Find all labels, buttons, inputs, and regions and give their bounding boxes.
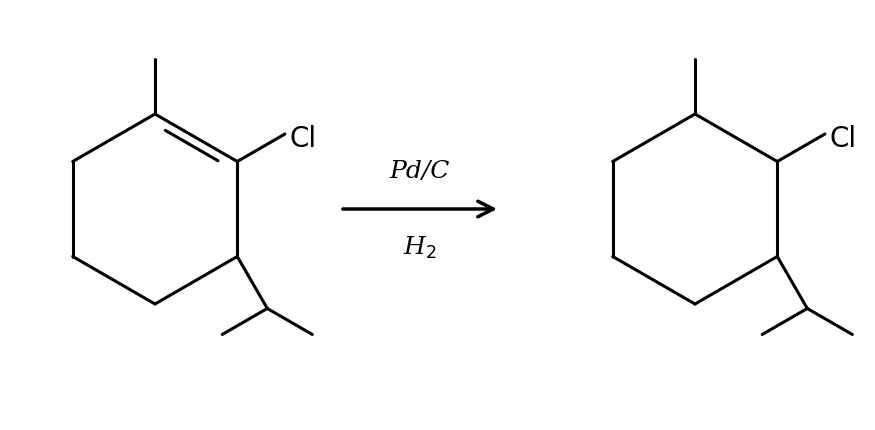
Text: Cl: Cl xyxy=(290,125,317,153)
Text: Pd/C: Pd/C xyxy=(390,160,451,183)
Text: Cl: Cl xyxy=(830,125,857,153)
Text: H$_2$: H$_2$ xyxy=(403,234,437,261)
